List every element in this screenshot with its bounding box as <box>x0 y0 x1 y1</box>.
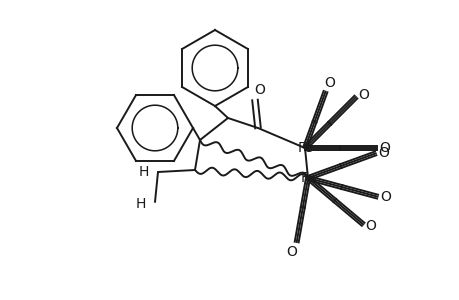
Text: O: O <box>358 88 369 102</box>
Text: H: H <box>139 165 149 179</box>
Text: O: O <box>285 245 297 259</box>
Text: O: O <box>379 190 390 204</box>
Text: O: O <box>379 141 390 155</box>
Text: Fe: Fe <box>301 171 316 185</box>
Text: O: O <box>365 219 376 233</box>
Text: Fe: Fe <box>297 141 313 155</box>
Text: O: O <box>254 83 265 97</box>
Text: H: H <box>135 197 146 211</box>
Text: O: O <box>377 146 388 161</box>
Text: O: O <box>324 76 334 90</box>
